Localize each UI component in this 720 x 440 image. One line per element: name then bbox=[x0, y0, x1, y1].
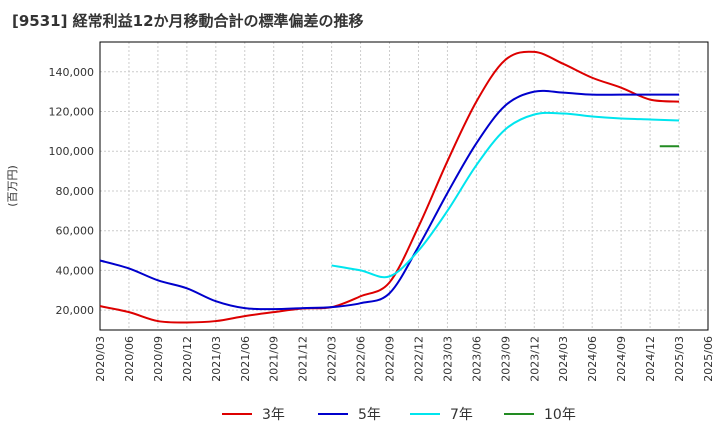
x-tick-label: 2021/06 bbox=[239, 336, 252, 382]
legend: 3年 5年 7年 10年 bbox=[222, 407, 576, 423]
x-tick-label: 2021/09 bbox=[268, 336, 281, 382]
x-tick-label: 2022/06 bbox=[355, 336, 368, 382]
x-tick-label: 2022/12 bbox=[412, 336, 425, 382]
y-axis: 20,000 40,000 60,000 80,000 100,000 120,000 14… bbox=[49, 66, 95, 317]
chart-title: [9531] 経常利益12か月移動合計の標準偏差の推移 bbox=[12, 12, 364, 30]
legend-label: 7年 bbox=[450, 407, 473, 423]
series-layer bbox=[99, 50, 680, 324]
x-tick-label: 2021/03 bbox=[210, 336, 223, 382]
y-tick-label: 40,000 bbox=[56, 264, 95, 277]
x-tick-label: 2020/03 bbox=[94, 336, 107, 382]
y-tick-label: 100,000 bbox=[49, 145, 95, 158]
x-tick-label: 2021/12 bbox=[297, 336, 310, 382]
x-tick-label: 2023/09 bbox=[499, 336, 512, 382]
x-tick-label: 2023/03 bbox=[441, 336, 454, 382]
x-tick-label: 2020/12 bbox=[181, 336, 194, 382]
x-tick-label: 2023/12 bbox=[528, 336, 541, 382]
x-tick-label: 2022/09 bbox=[384, 336, 397, 382]
x-tick-label: 2025/06 bbox=[702, 336, 715, 382]
series-line-2 bbox=[99, 89, 680, 311]
x-tick-label: 2023/06 bbox=[470, 336, 483, 382]
y-axis-label: (百万円) bbox=[6, 165, 19, 207]
x-tick-label: 2024/06 bbox=[586, 336, 599, 382]
legend-label: 5年 bbox=[358, 407, 381, 423]
x-tick-label: 2025/03 bbox=[673, 336, 686, 382]
x-axis: 2020/03 2020/06 2020/09 2020/12 2021/03 2021/… bbox=[94, 336, 715, 382]
x-tick-label: 2024/09 bbox=[615, 336, 628, 382]
x-tick-label: 2020/06 bbox=[123, 336, 136, 382]
y-tick-label: 120,000 bbox=[49, 106, 95, 119]
x-tick-label: 2020/09 bbox=[152, 336, 165, 382]
plot-frame bbox=[99, 41, 709, 331]
series-line-1 bbox=[99, 50, 680, 324]
x-tick-label: 2024/12 bbox=[644, 336, 657, 382]
legend-label: 3年 bbox=[262, 407, 285, 423]
y-tick-label: 80,000 bbox=[56, 185, 95, 198]
grid bbox=[99, 42, 709, 330]
x-tick-label: 2022/03 bbox=[326, 336, 339, 382]
y-tick-label: 60,000 bbox=[56, 225, 95, 238]
series-line-3 bbox=[331, 111, 680, 279]
y-tick-label: 140,000 bbox=[49, 66, 95, 79]
y-tick-label: 20,000 bbox=[56, 304, 95, 317]
legend-label: 10年 bbox=[544, 407, 576, 423]
x-tick-label: 2024/03 bbox=[557, 336, 570, 382]
